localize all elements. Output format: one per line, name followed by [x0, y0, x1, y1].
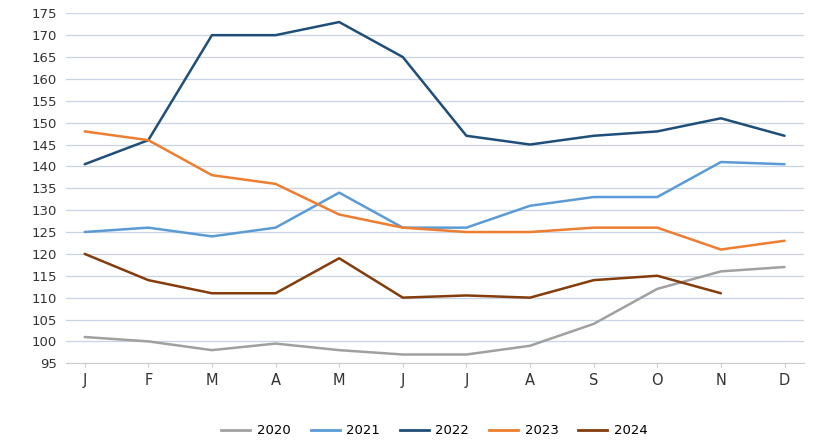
2024	[334, 256, 344, 261]
2023	[79, 129, 89, 134]
2024	[715, 291, 725, 296]
2021	[588, 194, 598, 200]
2021	[143, 225, 153, 230]
2023	[270, 181, 280, 187]
2024	[143, 277, 153, 283]
2020	[461, 352, 471, 357]
2022	[652, 129, 662, 134]
2022	[206, 32, 216, 38]
2024	[652, 273, 662, 279]
2021	[524, 203, 534, 208]
2020	[524, 343, 534, 348]
Line: 2020: 2020	[84, 267, 784, 354]
2020	[397, 352, 407, 357]
2023	[715, 247, 725, 252]
2023	[652, 225, 662, 230]
2022	[397, 54, 407, 60]
2020	[588, 321, 598, 326]
2023	[397, 225, 407, 230]
2024	[524, 295, 534, 300]
2021	[270, 225, 280, 230]
2020	[79, 334, 89, 340]
2022	[524, 142, 534, 147]
2021	[206, 234, 216, 239]
Line: 2024: 2024	[84, 254, 720, 298]
2020	[206, 347, 216, 353]
2021	[334, 190, 344, 195]
2021	[397, 225, 407, 230]
Line: 2023: 2023	[84, 132, 784, 249]
2022	[588, 133, 598, 138]
Line: 2021: 2021	[84, 162, 784, 237]
2022	[79, 162, 89, 167]
2024	[79, 251, 89, 256]
2023	[143, 137, 153, 143]
2021	[652, 194, 662, 200]
2024	[588, 277, 598, 283]
2023	[779, 238, 789, 243]
2020	[715, 269, 725, 274]
2020	[652, 286, 662, 291]
2024	[206, 291, 216, 296]
2020	[143, 339, 153, 344]
2022	[779, 133, 789, 138]
2020	[334, 347, 344, 353]
2021	[715, 159, 725, 165]
2021	[779, 162, 789, 167]
2023	[461, 229, 471, 235]
2022	[715, 116, 725, 121]
2023	[588, 225, 598, 230]
2023	[206, 172, 216, 178]
2021	[461, 225, 471, 230]
Legend: 2020, 2021, 2022, 2023, 2024: 2020, 2021, 2022, 2023, 2024	[216, 419, 652, 443]
2023	[334, 212, 344, 217]
2022	[334, 19, 344, 25]
Line: 2022: 2022	[84, 22, 784, 164]
2020	[779, 264, 789, 270]
2024	[461, 293, 471, 298]
2023	[524, 229, 534, 235]
2022	[270, 32, 280, 38]
2022	[461, 133, 471, 138]
2020	[270, 341, 280, 346]
2024	[270, 291, 280, 296]
2021	[79, 229, 89, 235]
2022	[143, 137, 153, 143]
2024	[397, 295, 407, 300]
